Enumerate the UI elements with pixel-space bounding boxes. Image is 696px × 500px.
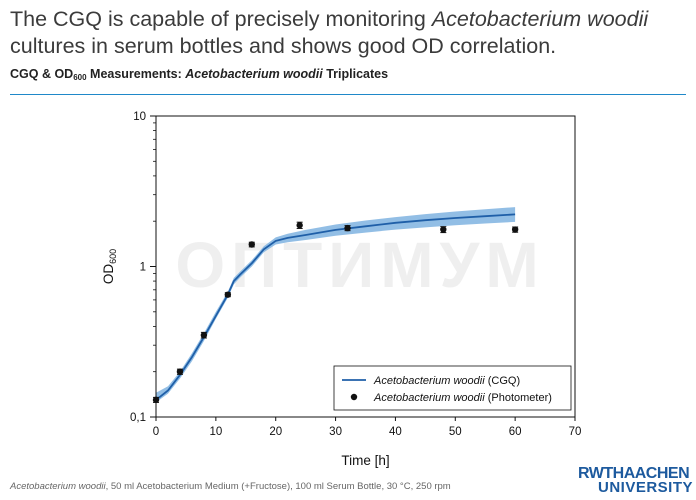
cgq-line-layer	[155, 213, 516, 401]
x-tick-label: 30	[329, 426, 342, 438]
logo-line2: UNIVERSITY	[598, 479, 694, 496]
photometer-point	[440, 226, 447, 233]
y-axis-label-main: OD	[101, 264, 116, 285]
y-axis-label-subscript: 600	[108, 249, 118, 264]
legend-photometer-label: Acetobacterium woodii (Photometer)	[373, 392, 552, 404]
legend-box	[333, 365, 572, 411]
photometer-point	[344, 224, 351, 232]
photometer-point	[224, 291, 232, 298]
legend-photometer-name: (Photometer)	[485, 392, 552, 404]
x-tick-label: 0	[153, 426, 159, 438]
x-tick-label: 20	[269, 426, 282, 438]
subhead-species: Acetobacterium woodii	[185, 67, 323, 81]
photometer-point	[200, 331, 208, 339]
x-tick-label: 10	[209, 426, 222, 438]
legend-cgq-label: Acetobacterium woodii (CGQ)	[373, 375, 520, 387]
legend-cgq-species: Acetobacterium woodii	[373, 375, 485, 387]
subhead-middle: Measurements:	[86, 67, 186, 81]
footer-caption: Acetobacterium woodii, 50 ml Acetobacter…	[10, 481, 451, 492]
rwth-logo: RWTHAACHEN UNIVERSITY	[578, 465, 694, 497]
chart-subtitle: CGQ & OD600 Measurements: Acetobacterium…	[10, 67, 388, 82]
divider-rule	[10, 94, 686, 95]
x-tick-label: 50	[449, 426, 462, 438]
subhead-subscript: 600	[73, 73, 87, 82]
footer-species: Acetobacterium woodii	[10, 481, 106, 492]
headline-part1: The CGQ is capable of precisely monitori…	[10, 7, 432, 31]
cgq-series-line	[155, 213, 516, 401]
x-tick-label: 60	[509, 426, 522, 438]
headline-part2: cultures in serum bottles and shows good…	[10, 34, 557, 58]
x-tick-label: 70	[569, 426, 582, 438]
y-axis-label: OD600	[101, 249, 118, 284]
legend-photometer-species: Acetobacterium woodii	[373, 392, 485, 404]
logo-line1: RWTHAACHEN	[578, 465, 690, 482]
x-tick-label: 40	[389, 426, 402, 438]
headline: The CGQ is capable of precisely monitori…	[10, 6, 690, 60]
axes-layer: 0 10 20 30 40 50 60 70 0,1 1 10 Time [h] OD600	[101, 111, 581, 468]
subhead-suffix: Triplicates	[322, 67, 389, 81]
y-tick-label: 0,1	[130, 412, 146, 424]
y-tick-label: 10	[133, 111, 146, 123]
legend: Acetobacterium woodii (CGQ)Acetobacteriu…	[333, 365, 572, 411]
photometer-point	[176, 368, 184, 375]
footer-text: , 50 ml Acetobacterium Medium (+Fructose…	[105, 481, 451, 492]
photometer-point	[248, 241, 255, 248]
headline-species: Acetobacterium woodii	[431, 7, 649, 31]
subhead-prefix: CGQ & OD	[10, 67, 74, 81]
y-tick-label: 1	[140, 262, 146, 274]
legend-cgq-name: (CGQ)	[485, 375, 520, 387]
legend-photometer-swatch	[350, 393, 358, 401]
photometer-point	[511, 226, 519, 233]
photometer-point	[296, 222, 303, 229]
x-axis-label: Time [h]	[341, 453, 389, 468]
